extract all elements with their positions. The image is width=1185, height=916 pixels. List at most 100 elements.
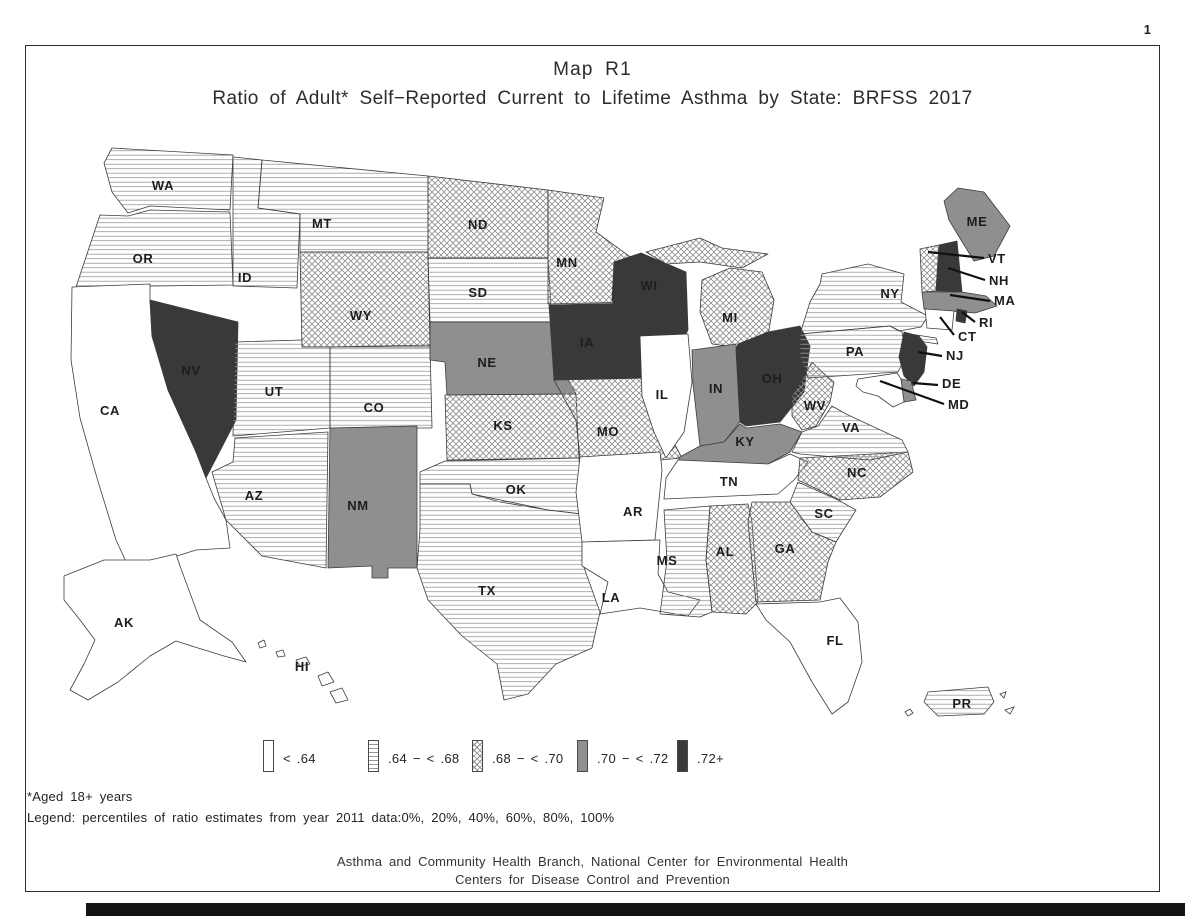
state-HI xyxy=(257,639,349,704)
state-OR xyxy=(75,209,234,288)
legend-swatch-cat5 xyxy=(677,740,688,772)
state-label-NJ: NJ xyxy=(946,348,964,363)
legend-label: .68 − < .70 xyxy=(492,751,564,766)
state-label-KS: KS xyxy=(493,418,512,433)
legend-item-4: .70 − < .72 xyxy=(577,740,668,772)
state-AL xyxy=(705,503,759,615)
state-label-MD: MD xyxy=(948,397,969,412)
state-NJ xyxy=(898,331,928,387)
leader-line-NJ xyxy=(917,350,943,358)
state-PR xyxy=(923,686,995,717)
legend-label: .64 − < .68 xyxy=(388,751,460,766)
state-label-GA: GA xyxy=(775,541,796,556)
state-label-WY: WY xyxy=(350,308,372,323)
state-label-IL: IL xyxy=(656,387,669,402)
legend-swatch-cat4 xyxy=(577,740,588,772)
state-label-NE: NE xyxy=(477,355,496,370)
state-label-MT: MT xyxy=(312,216,332,231)
state-label-PA: PA xyxy=(846,344,864,359)
state-NV xyxy=(149,299,239,479)
state-label-VT: VT xyxy=(988,251,1006,266)
state-label-HI: HI xyxy=(295,659,309,674)
state-label-VA: VA xyxy=(842,420,860,435)
legend-label: < .64 xyxy=(283,751,316,766)
leader-line-VT xyxy=(927,250,985,260)
state-label-AZ: AZ xyxy=(245,488,264,503)
state-SD xyxy=(427,257,553,323)
state-label-MO: MO xyxy=(597,424,619,439)
state-WA xyxy=(103,147,234,214)
state-label-RI: RI xyxy=(979,315,993,330)
state-label-MA: MA xyxy=(994,293,1015,308)
legend-label: .72+ xyxy=(697,751,724,766)
legend-swatch-cat3 xyxy=(472,740,483,772)
state-AK xyxy=(63,553,247,701)
leader-line-CT xyxy=(939,316,955,336)
state-label-NC: NC xyxy=(847,465,867,480)
bottom-scroll-bar xyxy=(86,903,1185,916)
state-NH xyxy=(935,240,963,293)
state-TN xyxy=(663,453,809,500)
state-label-UT: UT xyxy=(265,384,284,399)
state-label-AK: AK xyxy=(114,615,134,630)
state-label-CO: CO xyxy=(364,400,385,415)
state-label-AR: AR xyxy=(623,504,643,519)
state-TX xyxy=(416,483,601,701)
state-label-CT: CT xyxy=(958,329,977,344)
state-NM xyxy=(327,425,418,579)
state-FL xyxy=(755,597,863,715)
state-label-ME: ME xyxy=(967,214,988,229)
footer-branch: Asthma and Community Health Branch, Nati… xyxy=(336,854,849,869)
footnote-legend: Legend: percentiles of ratio estimates f… xyxy=(27,810,615,825)
state-MI xyxy=(645,237,775,349)
state-WI xyxy=(611,252,689,347)
leader-line-MD xyxy=(879,379,945,406)
state-ME xyxy=(943,187,1011,262)
leader-line-DE xyxy=(912,381,939,387)
state-label-MI: MI xyxy=(722,310,738,325)
state-label-NV: NV xyxy=(181,363,200,378)
state-AR xyxy=(575,451,663,543)
state-label-MN: MN xyxy=(556,255,577,270)
leader-line-RI xyxy=(961,311,976,323)
map-subtitle: Ratio of Adult* Self−Reported Current to… xyxy=(212,88,973,109)
state-label-NY: NY xyxy=(880,286,899,301)
footnote-aged: *Aged 18+ years xyxy=(27,789,133,804)
state-label-TN: TN xyxy=(720,474,739,489)
map-legend: < .64 .64 − < .68 .68 − < .70 .70 − < .72 .7… xyxy=(0,740,1185,782)
state-label-AL: AL xyxy=(716,544,735,559)
state-label-DE: DE xyxy=(942,376,961,391)
state-label-PR: PR xyxy=(952,696,971,711)
legend-label: .70 − < .72 xyxy=(597,751,669,766)
islet-shape xyxy=(1004,706,1015,715)
footer-cdc: Centers for Disease Control and Preventi… xyxy=(455,872,730,887)
state-label-SD: SD xyxy=(468,285,487,300)
state-AZ xyxy=(211,431,329,569)
islet-shape xyxy=(999,691,1007,699)
state-label-LA: LA xyxy=(602,590,621,605)
state-label-ND: ND xyxy=(468,217,488,232)
state-NY xyxy=(799,263,939,345)
state-label-OK: OK xyxy=(506,482,527,497)
state-label-WV: WV xyxy=(804,398,826,413)
state-IL xyxy=(639,333,693,459)
state-WY xyxy=(299,251,431,348)
state-ND xyxy=(427,175,549,259)
state-MD xyxy=(855,372,905,408)
state-label-MS: MS xyxy=(657,553,678,568)
leader-line-NH xyxy=(947,266,986,282)
page-number: 1 xyxy=(1143,22,1151,37)
state-label-OH: OH xyxy=(762,371,783,386)
state-label-IN: IN xyxy=(709,381,723,396)
state-CT xyxy=(924,308,955,331)
state-label-NH: NH xyxy=(989,273,1009,288)
state-label-CA: CA xyxy=(100,403,120,418)
state-label-ID: ID xyxy=(238,270,252,285)
map-title: Map R1 xyxy=(553,59,632,80)
state-label-TX: TX xyxy=(478,583,496,598)
state-label-WA: WA xyxy=(152,178,174,193)
islet-shape xyxy=(904,708,914,717)
legend-item-3: .68 − < .70 xyxy=(472,740,563,772)
